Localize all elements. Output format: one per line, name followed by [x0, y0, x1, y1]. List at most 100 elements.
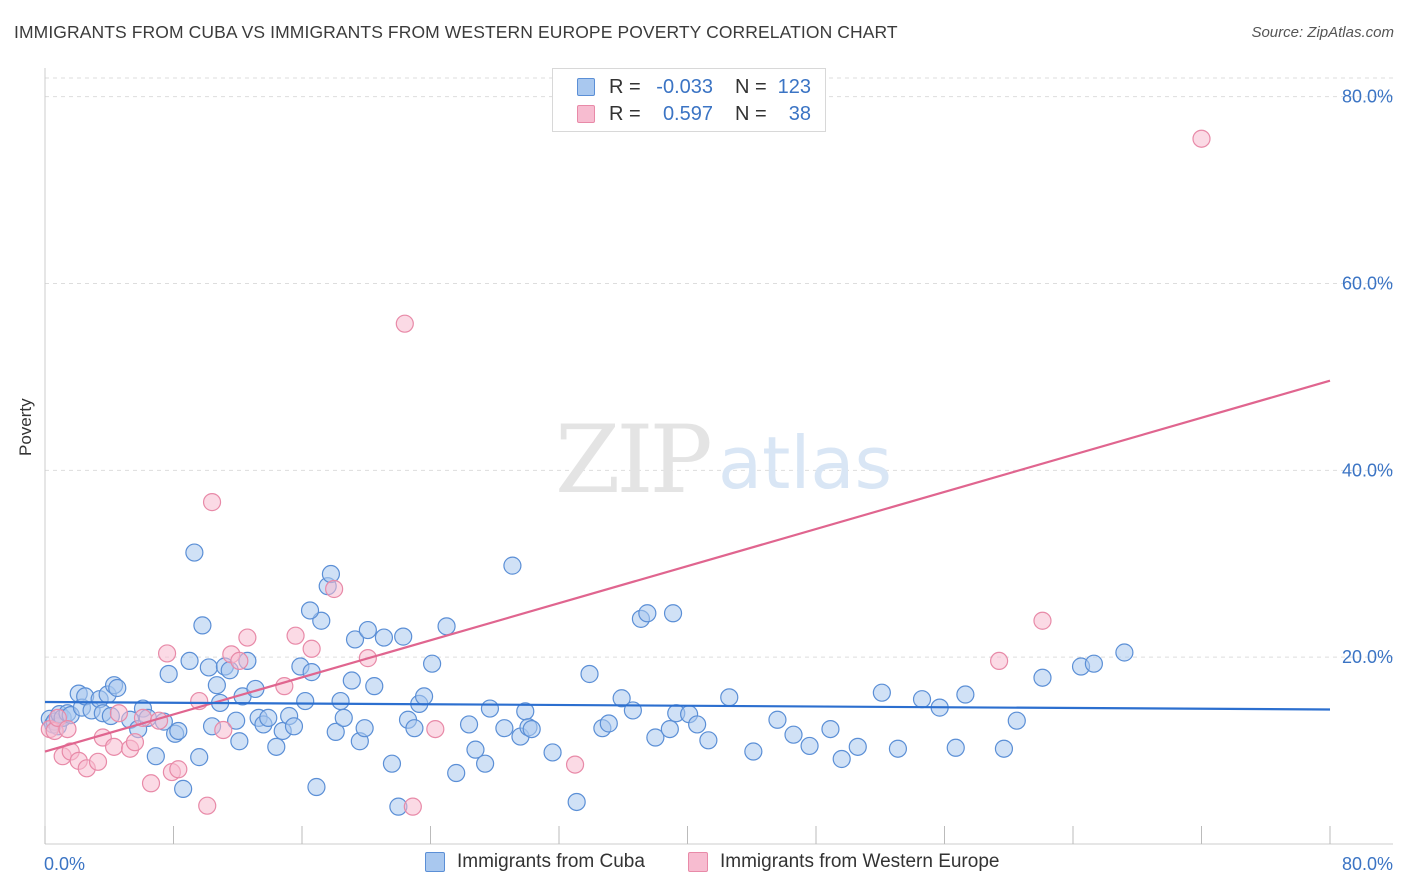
data-point-western-europe	[238, 628, 257, 647]
data-point-western-europe	[286, 626, 305, 645]
data-point-cuba	[1115, 643, 1134, 662]
data-point-cuba	[768, 710, 787, 729]
legend-swatch-cuba	[425, 852, 445, 872]
data-point-cuba	[382, 754, 402, 773]
data-point-cuba	[599, 714, 618, 733]
data-point-western-europe	[325, 579, 344, 599]
grid-lines	[45, 77, 1393, 658]
data-point-cuba	[580, 664, 599, 684]
data-point-western-europe	[395, 314, 414, 333]
data-point-cuba	[784, 725, 803, 744]
n-value: 123	[777, 75, 811, 98]
y-tick-label: 80.0%	[1342, 87, 1393, 107]
data-point-cuba	[888, 739, 908, 758]
data-point-cuba	[480, 699, 500, 718]
data-point-cuba	[199, 658, 218, 677]
y-axis-label: Poverty	[16, 398, 35, 456]
n-label: N =	[735, 75, 767, 98]
data-point-cuba	[447, 763, 466, 783]
data-point-cuba	[146, 747, 165, 766]
data-point-cuba	[326, 722, 345, 742]
data-point-cuba	[994, 739, 1014, 758]
data-point-western-europe	[157, 644, 177, 663]
series-legend: Immigrants from Cuba Immigrants from Wes…	[0, 851, 1406, 877]
data-point-cuba	[872, 683, 891, 702]
data-point-western-europe	[104, 737, 124, 756]
series-western-europe-points	[40, 129, 1211, 816]
data-point-cuba	[169, 721, 188, 741]
data-point-cuba	[300, 601, 320, 620]
data-point-cuba	[267, 737, 286, 756]
data-point-western-europe	[198, 796, 217, 815]
data-point-cuba	[227, 711, 246, 730]
data-point-western-europe	[58, 719, 77, 739]
correlation-legend: R = -0.033 N = 123 R = 0.597 N = 38	[552, 68, 826, 132]
legend-swatch-western-europe	[688, 852, 708, 872]
data-point-western-europe	[202, 493, 222, 512]
data-point-cuba	[405, 719, 424, 738]
y-tick-label: 20.0%	[1342, 647, 1393, 667]
data-point-western-europe	[109, 704, 128, 723]
data-point-cuba	[699, 731, 718, 750]
data-point-cuba	[374, 628, 394, 647]
data-point-cuba	[296, 691, 315, 711]
legend-item-western-europe[interactable]: Immigrants from Western Europe	[688, 851, 999, 873]
data-point-cuba	[688, 715, 707, 734]
data-point-western-europe	[1192, 129, 1211, 148]
data-point-cuba	[321, 564, 341, 584]
data-point-cuba	[543, 743, 562, 762]
data-point-cuba	[848, 737, 867, 756]
data-point-cuba	[832, 749, 851, 769]
data-point-cuba	[660, 719, 679, 739]
data-point-cuba	[744, 742, 763, 761]
legend-label-western-europe: Immigrants from Western Europe	[720, 851, 1000, 872]
data-point-cuba	[414, 687, 434, 706]
data-point-cuba	[522, 719, 541, 739]
data-point-cuba	[476, 754, 495, 773]
legend-item-cuba[interactable]: Immigrants from Cuba	[425, 851, 645, 873]
data-point-cuba	[358, 620, 377, 640]
n-label: N =	[735, 102, 767, 125]
data-point-cuba	[495, 719, 514, 738]
data-point-cuba	[821, 719, 840, 739]
data-point-cuba	[912, 690, 932, 709]
data-point-western-europe	[141, 774, 161, 793]
data-point-cuba	[230, 732, 249, 751]
n-value: 38	[788, 102, 811, 125]
data-point-cuba	[334, 708, 353, 727]
data-point-western-europe	[565, 755, 585, 774]
data-point-cuba	[466, 740, 485, 759]
tick-labels: 20.0% 40.0% 60.0% 80.0% 0.0% 80.0%	[44, 87, 1393, 874]
data-point-cuba	[946, 738, 965, 757]
x-tick-label-min: 0.0%	[44, 854, 85, 874]
data-point-western-europe	[169, 760, 188, 779]
data-point-cuba	[612, 689, 631, 708]
y-tick-label: 60.0%	[1342, 274, 1393, 294]
source-label: Source: ZipAtlas.com	[1251, 24, 1394, 41]
legend-label-cuba: Immigrants from Cuba	[457, 851, 645, 872]
data-point-cuba	[284, 717, 304, 736]
data-point-cuba	[646, 728, 665, 747]
data-point-cuba	[342, 671, 361, 690]
legend-row-cuba: R = -0.033 N = 123	[577, 75, 811, 99]
x-tick-label-max: 80.0%	[1342, 854, 1393, 874]
data-point-cuba	[503, 556, 522, 575]
data-point-western-europe	[1033, 611, 1052, 630]
data-point-cuba	[312, 611, 331, 630]
legend-swatch-western-europe	[577, 105, 595, 123]
trend-line-western-europe	[44, 379, 1331, 753]
data-point-cuba	[567, 792, 586, 812]
chart-title: IMMIGRANTS FROM CUBA VS IMMIGRANTS FROM …	[14, 22, 898, 42]
data-point-cuba	[1084, 654, 1103, 673]
data-point-western-europe	[214, 720, 233, 740]
data-point-cuba	[307, 777, 326, 797]
data-point-cuba	[663, 604, 683, 623]
r-label: R =	[609, 102, 641, 125]
data-point-cuba	[423, 654, 442, 673]
data-point-cuba	[108, 678, 127, 698]
data-point-cuba	[365, 677, 384, 696]
data-point-cuba	[800, 736, 819, 756]
trend-lines	[44, 379, 1331, 753]
data-point-cuba	[180, 651, 199, 671]
data-point-cuba	[331, 691, 350, 711]
